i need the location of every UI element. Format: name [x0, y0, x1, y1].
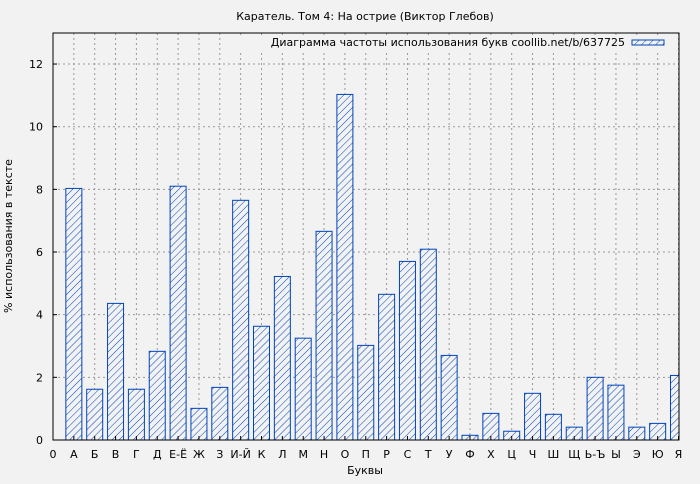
bar-Ч — [524, 392, 542, 440]
legend-swatch — [631, 39, 665, 46]
x-tick-label: Ы — [611, 448, 621, 461]
x-axis-label: Буквы — [347, 464, 383, 477]
x-tick-label: Ш — [548, 448, 560, 461]
x-tick-label: Р — [383, 448, 390, 461]
y-tick-label: 10 — [29, 121, 43, 134]
legend-label: Диаграмма частоты использования букв coo… — [271, 36, 625, 49]
x-tick-label: Т — [424, 448, 432, 461]
x-tick-label-zero: 0 — [50, 448, 57, 461]
x-tick-label: Н — [320, 448, 328, 461]
x-tick-label: Щ — [568, 448, 580, 461]
bar-Р — [378, 293, 396, 440]
x-tick-label: Ю — [652, 448, 664, 461]
x-tick-label: Е-Ё — [169, 448, 187, 461]
y-tick-label: 4 — [36, 309, 43, 322]
y-tick-label: 0 — [36, 434, 43, 447]
bar-Т — [419, 248, 437, 440]
bar-Е-Ё — [169, 185, 187, 440]
x-tick-label: Я — [675, 448, 683, 461]
y-tick-label: 6 — [36, 246, 43, 259]
x-tick-label: Э — [633, 448, 641, 461]
bar-Ж — [190, 407, 208, 440]
bar-С — [398, 260, 416, 440]
bar-У — [440, 354, 458, 440]
bar-Ц — [503, 430, 521, 440]
x-tick-label: З — [216, 448, 223, 461]
x-tick-label: В — [112, 448, 120, 461]
bar-Х — [482, 412, 500, 440]
bar-Л — [273, 275, 291, 440]
x-tick-label: Б — [91, 448, 99, 461]
bar-Н — [315, 230, 333, 440]
y-axis-label: % использования в тексте — [2, 159, 15, 313]
bar-И-Й — [232, 199, 250, 440]
x-tick-label: У — [446, 448, 453, 461]
bar-Д — [148, 350, 166, 440]
x-tick-label: П — [362, 448, 370, 461]
x-tick-label: Ц — [507, 448, 516, 461]
bar-О — [336, 93, 354, 440]
legend: Диаграмма частоты использования букв coo… — [240, 36, 676, 50]
x-tick-label: Л — [278, 448, 286, 461]
y-tick-label: 8 — [36, 183, 43, 196]
x-tick-label: С — [404, 448, 412, 461]
bar-З — [211, 386, 229, 440]
bar-Г — [127, 388, 145, 440]
bar-В — [107, 302, 125, 440]
bar-К — [253, 325, 270, 440]
x-tick-label: Г — [133, 448, 140, 461]
x-tick-label: Ь-Ъ — [585, 448, 606, 461]
bar-А — [65, 187, 83, 440]
y-tick-label: 2 — [36, 371, 43, 384]
x-tick-label: Д — [153, 448, 162, 461]
x-tick-label: И-Й — [230, 448, 250, 461]
bar-П — [357, 344, 375, 440]
x-tick-label: О — [341, 448, 350, 461]
bar-Б — [86, 388, 104, 440]
chart-title: Каратель. Том 4: На острие (Виктор Глебо… — [236, 10, 494, 23]
y-tick-label: 12 — [29, 58, 43, 71]
x-tick-label: Ж — [193, 448, 205, 461]
x-tick-label: М — [298, 448, 308, 461]
bar-Ю — [649, 422, 667, 440]
x-tick-label: А — [70, 448, 78, 461]
bar-Ы — [607, 384, 625, 440]
x-tick-label: Ч — [529, 448, 537, 461]
bar-Ь-Ъ — [586, 376, 604, 440]
x-tick-label: К — [258, 448, 266, 461]
x-tick-label: Х — [487, 448, 495, 461]
bar-М — [294, 337, 312, 440]
x-tick-label: Ф — [465, 448, 474, 461]
